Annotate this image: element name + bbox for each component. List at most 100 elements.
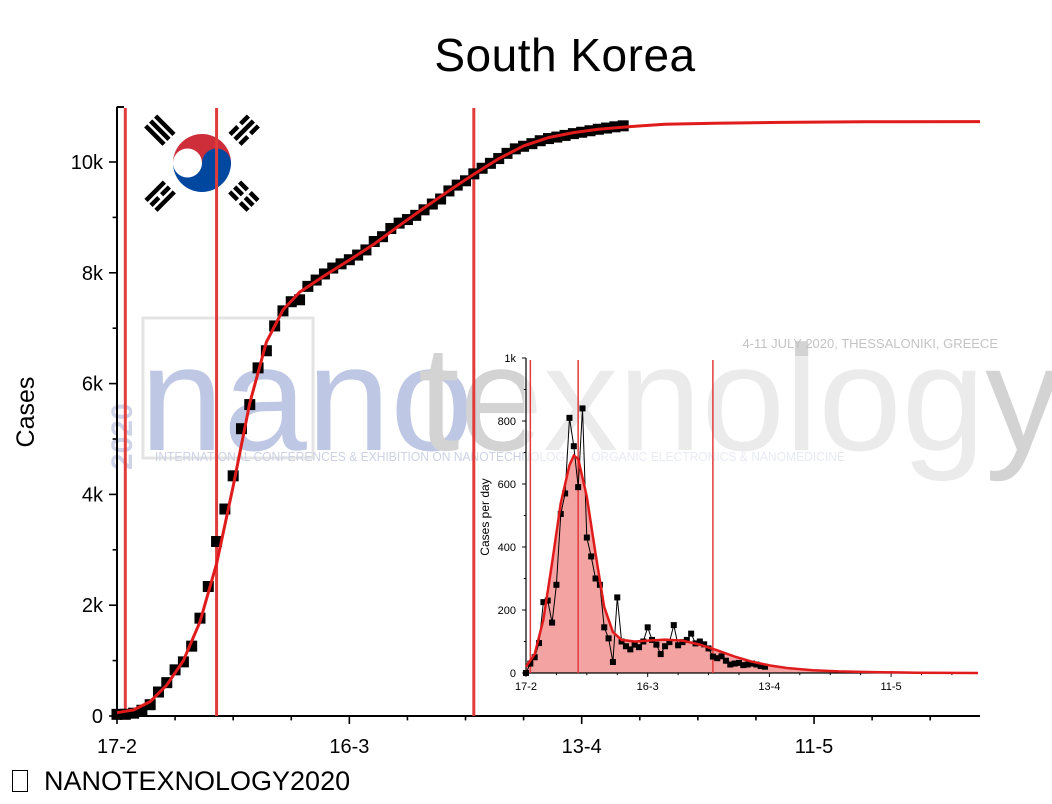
inset-data-point xyxy=(749,660,755,667)
inset-data-point xyxy=(696,638,703,645)
inset-data-point xyxy=(562,490,569,497)
watermark-castle-icon xyxy=(141,316,315,460)
inset-chart: 17-2 16-3 13-4 11-5 0 200 400 600 800 1k Cases pe… xyxy=(478,353,979,693)
copyright-placeholder-icon xyxy=(12,770,28,792)
main-y-tick-label: 10k xyxy=(71,152,104,174)
inset-data-point xyxy=(588,553,595,560)
main-x-tick-label: 16-3 xyxy=(329,736,369,758)
main-data-point xyxy=(327,262,339,274)
inset-x-tick-label: 16-3 xyxy=(637,681,659,693)
inset-data-point xyxy=(527,660,534,667)
main-data-point xyxy=(169,664,181,676)
flag-trigram xyxy=(144,114,176,146)
inset-data-point xyxy=(536,640,543,647)
inset-data-point xyxy=(722,657,729,664)
main-data-point xyxy=(219,503,231,515)
watermark-word-nano: nano xyxy=(140,314,474,482)
inset-data-point xyxy=(614,594,621,601)
main-data-point xyxy=(435,193,447,205)
flag-trigram xyxy=(144,180,176,212)
inset-fit-curve xyxy=(524,453,979,675)
inset-data-point xyxy=(662,643,669,650)
inset-data-point xyxy=(657,651,664,658)
main-data-point xyxy=(186,640,198,652)
flag-trigram xyxy=(228,180,260,212)
inset-data-point xyxy=(653,641,660,648)
inset-data-point xyxy=(622,643,629,650)
inset-data-point xyxy=(531,654,538,661)
inset-data-point xyxy=(731,660,738,667)
main-vertical-markers xyxy=(123,108,476,716)
inset-y-tick-label: 1k xyxy=(504,353,516,365)
chart-title: South Korea xyxy=(434,29,696,81)
south-korea-flag-icon xyxy=(130,110,275,218)
inset-y-axis-label: Cases per day xyxy=(478,478,492,555)
inset-x-tick-label: 11-5 xyxy=(880,681,901,693)
inset-data-point xyxy=(549,619,556,626)
inset-data-point xyxy=(553,581,560,588)
inset-data-point xyxy=(727,661,734,668)
inset-y-tick-label: 200 xyxy=(498,605,516,617)
inset-x-tick-label: 17-2 xyxy=(515,681,537,693)
inset-data-point xyxy=(575,484,582,491)
main-fit-curve xyxy=(116,120,981,715)
main-data-point xyxy=(393,217,405,229)
inset-data-point xyxy=(735,659,742,666)
inset-data-point xyxy=(709,653,716,660)
inset-y-tick-label: 400 xyxy=(498,542,516,554)
inset-data-point xyxy=(644,624,651,631)
main-data-point xyxy=(211,535,223,547)
main-axes: 17-2 16-3 13-4 11-5 0 2k 4k 6k 8k 10k xyxy=(71,106,980,758)
inset-data-point xyxy=(670,622,677,629)
inset-data-point xyxy=(627,646,634,653)
inset-vertical-markers xyxy=(529,360,714,673)
inset-y-tick-label: 800 xyxy=(498,416,516,428)
inset-data-point xyxy=(753,661,760,668)
inset-data-point xyxy=(744,661,751,668)
main-data-point xyxy=(294,294,306,306)
inset-axes: 17-2 16-3 13-4 11-5 0 200 400 600 800 1k xyxy=(498,353,978,693)
inset-data-point xyxy=(592,575,599,582)
main-data-point xyxy=(111,708,123,720)
inset-data-point xyxy=(701,641,708,648)
main-y-axis-label: Cases xyxy=(12,377,40,448)
inset-data-point xyxy=(762,663,769,670)
inset-data-point xyxy=(601,624,608,631)
footer-text: NANOTEXNOLOGY2020 xyxy=(44,766,351,796)
main-data-point xyxy=(235,423,247,435)
inset-data-point xyxy=(740,662,747,669)
inset-y-tick-label: 600 xyxy=(498,479,516,491)
main-data-point xyxy=(260,345,272,357)
main-y-tick-label: 8k xyxy=(82,263,104,285)
main-data-point xyxy=(385,223,397,235)
inset-fit-area xyxy=(526,455,978,673)
inset-data-point xyxy=(609,658,616,665)
inset-y-tick-label: 0 xyxy=(510,668,516,680)
inset-data-point xyxy=(683,636,690,643)
inset-data-point xyxy=(540,599,547,606)
inset-data-point xyxy=(679,639,686,646)
inset-data-point xyxy=(557,510,564,517)
inset-data-point xyxy=(688,630,695,637)
inset-data-point xyxy=(570,443,577,450)
main-data-point xyxy=(128,707,140,719)
main-data-point xyxy=(227,470,239,482)
main-data-point xyxy=(119,708,131,720)
inset-data-point xyxy=(714,655,721,662)
inset-x-tick-label: 13-4 xyxy=(758,681,780,693)
inset-data-point xyxy=(523,670,529,676)
main-chart: 17-2 16-3 13-4 11-5 0 2k 4k 6k 8k 10k Cases xyxy=(12,106,981,758)
main-y-tick-label: 6k xyxy=(82,374,104,396)
inset-data-point xyxy=(566,414,573,421)
inset-data-point xyxy=(605,635,612,642)
inset-data-point xyxy=(636,644,642,651)
main-x-tick-label: 13-4 xyxy=(562,736,602,758)
main-x-tick-label: 17-2 xyxy=(97,736,137,758)
main-y-tick-label: 2k xyxy=(82,595,104,617)
inset-data-point xyxy=(666,639,673,646)
inset-data-point xyxy=(618,638,625,645)
main-data-point xyxy=(136,704,148,716)
main-data-point xyxy=(144,699,156,711)
main-x-tick-label: 11-5 xyxy=(795,736,834,758)
